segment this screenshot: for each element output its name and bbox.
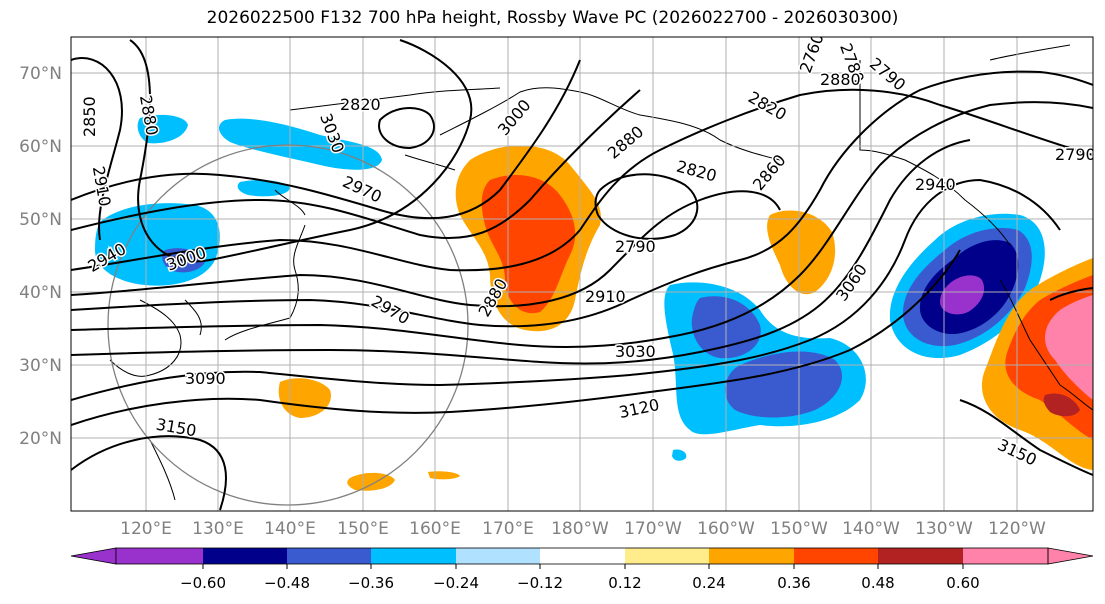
colorbar-swatch (794, 548, 878, 564)
lon-label: 170°E (482, 519, 534, 539)
lon-label: 150°W (770, 519, 828, 539)
lon-label: 160°W (697, 519, 755, 539)
colorbar-ticks (202, 564, 964, 569)
lon-label: 150°E (337, 519, 389, 539)
colorbar-swatch (878, 548, 963, 564)
contour-label: 3030 (615, 342, 656, 361)
colorbar-swatch (456, 548, 540, 564)
colorbar-swatch (287, 548, 371, 564)
lon-label: 180°W (551, 519, 609, 539)
colorbar-tick-label: −0.48 (264, 574, 310, 592)
contour-label: 2820 (340, 95, 381, 114)
lon-label: 130°W (915, 519, 973, 539)
lon-label: 170°W (624, 519, 682, 539)
longitude-labels: 120°E 130°E 140°E 150°E 160°E 170°E 180°… (120, 519, 1046, 539)
lat-label: 40°N (19, 283, 62, 303)
height-contours (71, 39, 1093, 511)
contour-label: 2910 (89, 165, 115, 208)
colorbar-swatch (203, 548, 287, 564)
colorbar-swatch (116, 548, 203, 564)
colorbar-tick-label: −0.12 (517, 574, 563, 592)
colorbar-extend-low (70, 547, 117, 565)
colorbar-swatch (371, 548, 456, 564)
lon-label: 160°E (409, 519, 461, 539)
reference-circle (107, 144, 469, 506)
contour-label: 2790 (1055, 145, 1096, 164)
lat-label: 50°N (19, 210, 62, 230)
lon-label: 130°E (192, 519, 244, 539)
colorbar-frame (115, 547, 1049, 565)
contour-label: 2880 (820, 70, 861, 89)
colorbar-tick-label: 0.24 (692, 574, 725, 592)
colorbar-tick-label: 0.60 (946, 574, 979, 592)
colorbar-extend-high (1047, 547, 1094, 565)
contour-label: 2790 (615, 237, 656, 256)
lon-label: 140°E (264, 519, 316, 539)
colorbar-tick-label: 0.48 (861, 574, 894, 592)
contour-label: 2940 (915, 175, 956, 194)
anomaly-negative-nw-pacific (218, 118, 382, 170)
map-title: 2026022500 F132 700 hPa height, Rossby W… (206, 8, 899, 28)
colorbar-tick-label: 0.12 (608, 574, 641, 592)
contour-label: 3090 (185, 369, 226, 388)
colorbar-tick-label: −0.60 (180, 574, 226, 592)
lat-label: 30°N (19, 356, 62, 376)
colorbar-swatch (963, 548, 1048, 564)
lon-label: 140°W (842, 519, 900, 539)
contour-label: 2910 (585, 287, 626, 306)
lat-label: 20°N (19, 429, 62, 449)
lat-label: 60°N (19, 137, 62, 157)
lon-label: 120°W (988, 519, 1046, 539)
colorbar-swatch (709, 548, 794, 564)
lat-label: 70°N (19, 64, 62, 84)
colorbar-tick-label: −0.36 (348, 574, 394, 592)
lon-label: 120°E (120, 519, 172, 539)
colorbar-swatch (540, 548, 625, 564)
map-frame (70, 36, 1094, 512)
anomaly-shading (95, 114, 1093, 491)
anomaly-positive-160w (767, 210, 836, 295)
latitude-labels: 70°N 60°N 50°N 40°N 30°N 20°N (19, 64, 62, 449)
colorbar: −0.60 −0.48 −0.36 −0.24 −0.12 0.12 0.24 … (70, 547, 1094, 592)
colorbar-tick-label: 0.36 (777, 574, 810, 592)
graticule (71, 37, 1093, 511)
contour-label: 2850 (80, 96, 99, 137)
colorbar-tick-label: −0.24 (433, 574, 479, 592)
colorbar-swatch (625, 548, 709, 564)
colorbar-tick-labels: −0.60 −0.48 −0.36 −0.24 −0.12 0.12 0.24 … (180, 574, 980, 592)
